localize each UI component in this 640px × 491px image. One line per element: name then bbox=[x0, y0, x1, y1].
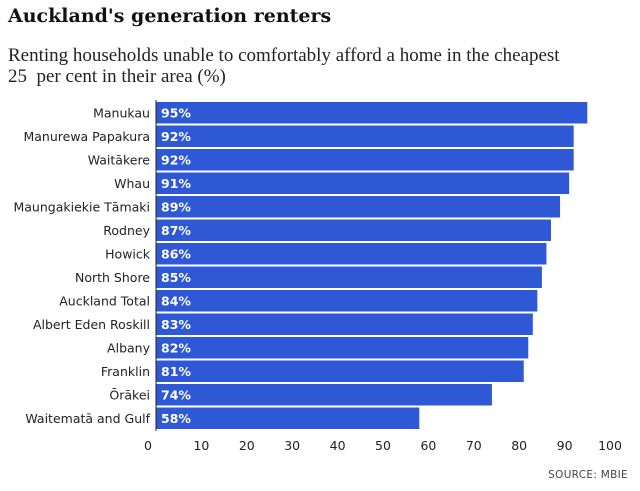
category-label-orakei: Ōrākei bbox=[109, 387, 150, 402]
x-tick-label-20: 20 bbox=[239, 438, 255, 453]
bar-howick bbox=[156, 243, 547, 265]
x-tick-label-40: 40 bbox=[330, 438, 346, 453]
x-tick-labels-group: 0 10 20 30 40 50 60 70 80 90 100 bbox=[144, 438, 622, 453]
bar-auckland-total bbox=[156, 290, 538, 312]
bar-franklin bbox=[156, 360, 524, 382]
x-tick-label-50: 50 bbox=[375, 438, 391, 453]
category-labels-group: Manukau Manurewa Papakura Waitākere Whau Mau… bbox=[13, 105, 150, 426]
x-tick-label-30: 30 bbox=[284, 438, 300, 453]
category-label-howick: Howick bbox=[105, 246, 151, 261]
value-label-north-shore: 85% bbox=[161, 270, 191, 285]
x-tick-label-70: 70 bbox=[466, 438, 482, 453]
value-label-manukau: 95% bbox=[161, 105, 191, 120]
value-label-albany: 82% bbox=[161, 340, 191, 355]
bar-rodney bbox=[156, 219, 551, 241]
bar-whau bbox=[156, 172, 570, 194]
category-label-maungakiekie-tamaki: Maungakiekie Tāmaki bbox=[13, 199, 150, 214]
value-label-albert-eden-roskill: 83% bbox=[161, 317, 191, 332]
category-label-auckland-total: Auckland Total bbox=[59, 293, 150, 308]
category-label-whau: Whau bbox=[114, 176, 150, 191]
category-label-waitemata-and-gulf: Waitematā and Gulf bbox=[25, 411, 150, 426]
category-label-waitakere: Waitākere bbox=[88, 152, 151, 167]
category-label-rodney: Rodney bbox=[103, 223, 150, 238]
value-label-auckland-total: 84% bbox=[161, 293, 191, 308]
value-label-orakei: 74% bbox=[161, 387, 191, 402]
chart-title: Auckland's generation renters bbox=[8, 5, 332, 27]
category-label-albany: Albany bbox=[107, 340, 151, 355]
bar-orakei bbox=[156, 384, 492, 406]
bar-north-shore bbox=[156, 266, 542, 288]
value-label-waitakere: 92% bbox=[161, 152, 191, 167]
x-tick-label-80: 80 bbox=[511, 438, 527, 453]
value-label-waitemata-and-gulf: 58% bbox=[161, 411, 191, 426]
bar-waitemata-and-gulf bbox=[156, 407, 420, 429]
value-label-maungakiekie-tamaki: 89% bbox=[161, 199, 191, 214]
bar-waitakere bbox=[156, 149, 574, 171]
value-label-franklin: 81% bbox=[161, 364, 191, 379]
category-label-manurewa-papakura: Manurewa Papakura bbox=[23, 129, 150, 144]
bar-manukau bbox=[156, 102, 588, 124]
value-labels-group: 95% 92% 92% 91% 89% 87% 86% 85% 84% 83% 82% 81% 74% 5… bbox=[161, 105, 191, 426]
x-tick-label-60: 60 bbox=[420, 438, 436, 453]
value-label-manurewa-papakura: 92% bbox=[161, 129, 191, 144]
bars-group bbox=[156, 102, 588, 429]
bar-albany bbox=[156, 337, 529, 359]
bar-maungakiekie-tamaki bbox=[156, 196, 561, 218]
bar-albert-eden-roskill bbox=[156, 313, 533, 335]
category-label-manukau: Manukau bbox=[93, 105, 150, 120]
chart-subtitle: Renting households unable to comfortably… bbox=[8, 45, 560, 87]
bar-manurewa-papakura bbox=[156, 125, 574, 147]
source-note: SOURCE: MBIE bbox=[548, 469, 628, 481]
x-tick-label-0: 0 bbox=[144, 438, 152, 453]
x-tick-label-100: 100 bbox=[598, 438, 622, 453]
category-label-franklin: Franklin bbox=[101, 364, 150, 379]
category-label-north-shore: North Shore bbox=[75, 270, 150, 285]
value-label-howick: 86% bbox=[161, 246, 191, 261]
value-label-rodney: 87% bbox=[161, 223, 191, 238]
category-label-albert-eden-roskill: Albert Eden Roskill bbox=[33, 317, 150, 332]
x-tick-label-90: 90 bbox=[557, 438, 573, 453]
x-tick-label-10: 10 bbox=[193, 438, 209, 453]
value-label-whau: 91% bbox=[161, 176, 191, 191]
